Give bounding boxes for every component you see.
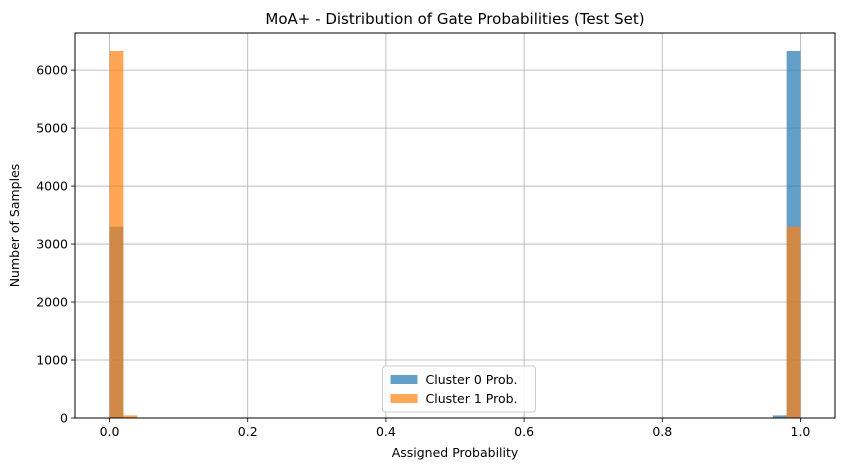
bar-series-0-bin-48	[772, 415, 787, 418]
legend-label-1: Cluster 1 Prob.	[426, 391, 518, 406]
chart-legend: Cluster 0 Prob. Cluster 1 Prob.	[382, 365, 536, 413]
legend-swatch-0	[390, 375, 418, 384]
y-axis-label: Number of Samples	[7, 164, 22, 288]
histogram-bars	[109, 50, 801, 418]
legend-label-0: Cluster 0 Prob.	[426, 372, 518, 387]
x-axis-label: Assigned Probability	[392, 445, 519, 460]
x-tick-label-2: 0.4	[376, 424, 396, 439]
y-tick-label-5: 5000	[36, 121, 68, 136]
x-axis-ticks: 0.0 0.2 0.4 0.6 0.8 1.0	[100, 418, 811, 439]
x-tick-label-3: 0.6	[514, 424, 534, 439]
x-tick-label-5: 1.0	[791, 424, 811, 439]
legend-swatch-1	[390, 394, 418, 403]
y-tick-label-0: 0	[60, 411, 68, 426]
bar-series-1-bin-0	[109, 50, 124, 418]
x-tick-label-0: 0.0	[100, 424, 120, 439]
y-tick-label-2: 2000	[36, 295, 68, 310]
y-tick-label-1: 1000	[36, 353, 68, 368]
y-tick-label-6: 6000	[36, 63, 68, 78]
grid-lines	[75, 33, 835, 419]
x-tick-label-1: 0.2	[238, 424, 258, 439]
x-tick-label-4: 0.8	[652, 424, 672, 439]
chart-title: MoA+ - Distribution of Gate Probabilitie…	[265, 10, 644, 28]
legend-box	[382, 365, 536, 413]
bar-series-1-bin-49	[786, 226, 801, 418]
y-tick-label-3: 3000	[36, 237, 68, 252]
y-tick-label-4: 4000	[36, 179, 68, 194]
y-axis-ticks: 0 1000 2000 3000 4000 5000 6000	[36, 63, 75, 426]
bar-series-1-bin-1	[123, 415, 138, 418]
plot-area-frame	[74, 32, 836, 419]
